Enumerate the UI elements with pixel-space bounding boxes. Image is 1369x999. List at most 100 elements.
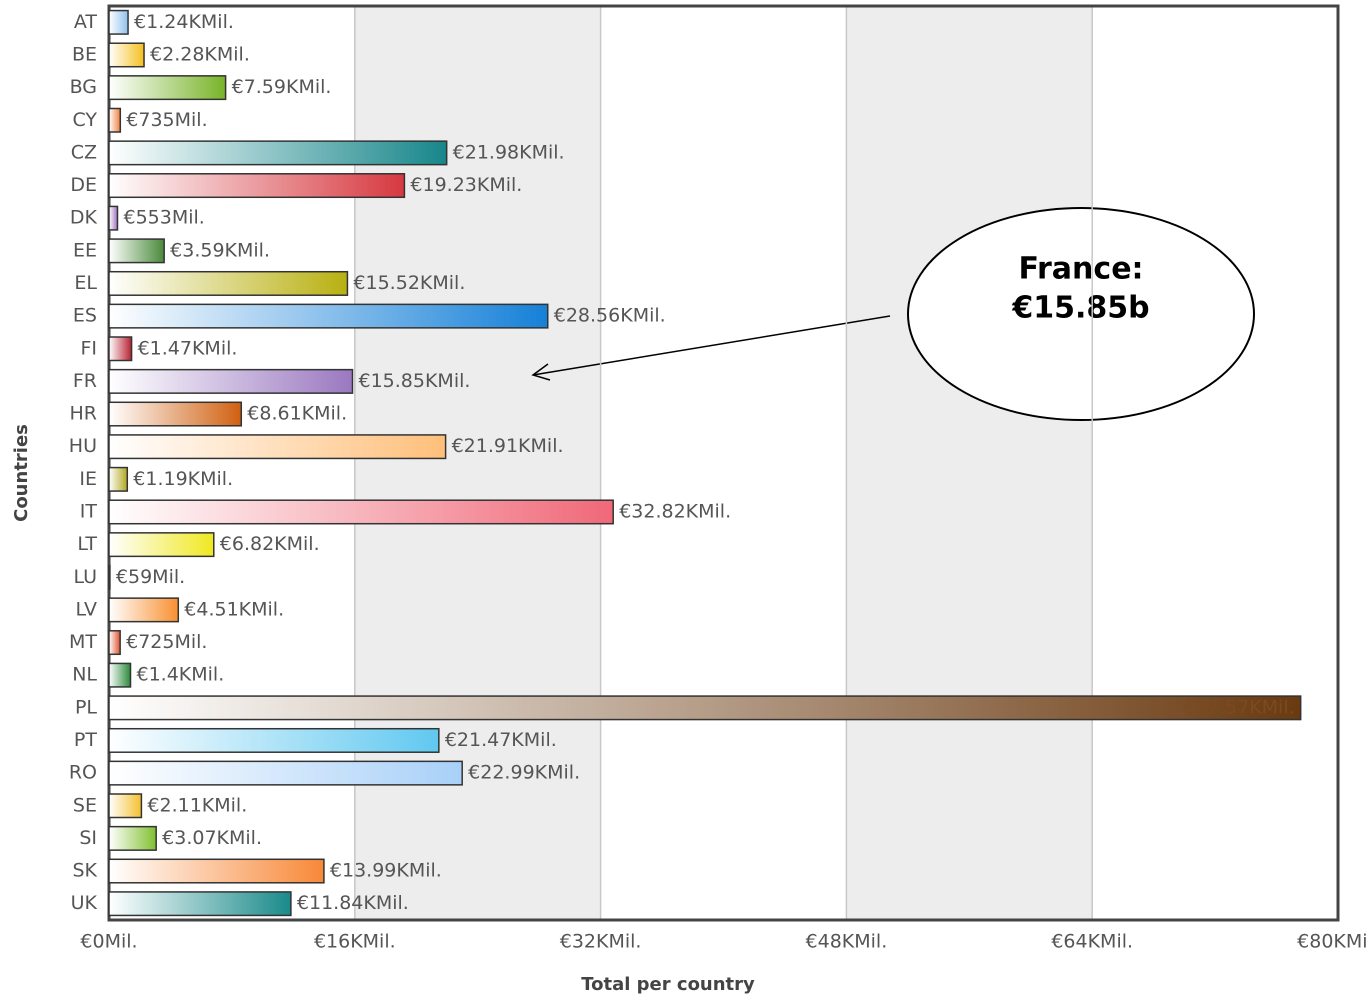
y-tick-label: IT — [80, 500, 98, 522]
y-tick-label: PL — [75, 696, 97, 718]
y-tick-label: SI — [79, 827, 97, 849]
y-tick-label: CY — [72, 109, 97, 131]
value-label: €59Mil. — [116, 566, 185, 588]
annotation: France: — [1018, 252, 1143, 287]
y-tick-label: FI — [80, 337, 97, 359]
y-tick-label: EE — [73, 239, 97, 261]
y-axis-title: Countries — [11, 424, 32, 522]
grid-band — [846, 6, 1093, 920]
bar — [108, 303, 549, 329]
value-label: €22.99KMil. — [468, 762, 580, 784]
callout — [907, 207, 1255, 421]
value-label: €1.19KMil. — [133, 468, 233, 490]
y-tick-label: AT — [74, 11, 98, 33]
bar — [108, 858, 325, 884]
x-tick-label: €48KMil. — [806, 931, 888, 953]
plot-frame — [107, 4, 1340, 922]
bar — [108, 238, 165, 264]
arrow-line — [532, 315, 891, 376]
bar — [108, 42, 145, 68]
y-tick-label: PT — [74, 729, 97, 751]
value-label: €8.61KMil. — [247, 403, 347, 425]
value-label: €32.82KMil. — [619, 500, 731, 522]
bar — [108, 9, 129, 35]
y-tick-label: DE — [70, 174, 97, 196]
value-label: €553Mil. — [123, 207, 204, 229]
bar — [108, 695, 1302, 721]
value-label: €15.52KMil. — [353, 272, 465, 294]
bar — [108, 107, 122, 133]
bar — [108, 270, 349, 296]
x-tick-label: €64KMil. — [1051, 931, 1133, 953]
value-label: €15.85KMil. — [358, 370, 470, 392]
y-tick-label: IE — [79, 468, 97, 490]
value-label: €6.82KMil. — [220, 533, 320, 555]
y-tick-label: EL — [74, 272, 97, 294]
x-tick-label: €32KMil. — [560, 931, 642, 953]
bar — [108, 368, 354, 394]
value-label: €4.51KMil. — [184, 598, 284, 620]
bar — [108, 75, 227, 101]
annotation: €15.85b — [1011, 291, 1149, 326]
value-label: €2.28KMil. — [150, 43, 250, 65]
y-tick-label: BE — [72, 43, 97, 65]
bar — [108, 466, 129, 492]
y-tick-label: NL — [72, 664, 97, 686]
value-label: €13.99KMil. — [330, 860, 442, 882]
y-tick-label: DK — [70, 207, 98, 229]
value-label: €11.84KMil. — [297, 892, 409, 914]
bar — [108, 401, 243, 427]
bar — [108, 173, 406, 199]
value-label: €28.56KMil. — [554, 305, 666, 327]
bar — [108, 140, 448, 166]
bar — [108, 662, 132, 688]
y-tick-label: LT — [77, 533, 97, 555]
bar — [108, 597, 180, 623]
value-label: €1.4KMil. — [137, 664, 225, 686]
value-label: €1.47KMil. — [138, 337, 238, 359]
value-label: €21.91KMil. — [452, 435, 564, 457]
x-tick-label: €0Mil. — [80, 931, 137, 953]
bar — [108, 793, 143, 819]
y-tick-label: UK — [71, 892, 98, 914]
value-label: €3.59KMil. — [170, 239, 270, 261]
value-label: €21.98KMil. — [453, 141, 565, 163]
arrow-head — [531, 363, 551, 381]
x-tick-label: €80KMil. — [1297, 931, 1369, 953]
y-tick-label: SK — [72, 860, 97, 882]
bar — [108, 336, 133, 362]
y-tick-label: LU — [73, 566, 97, 588]
bar — [108, 727, 440, 753]
y-tick-label: MT — [69, 631, 97, 653]
value-label: €1.24KMil. — [134, 11, 234, 33]
bar — [108, 532, 215, 558]
value-label: €19.23KMil. — [410, 174, 522, 196]
value-label: €735Mil. — [126, 109, 207, 131]
y-tick-label: CZ — [71, 141, 97, 163]
y-tick-label: FR — [73, 370, 97, 392]
y-tick-label: HU — [69, 435, 97, 457]
x-axis-title: Total per country — [581, 974, 755, 995]
bar — [108, 891, 292, 917]
value-label: €725Mil. — [126, 631, 207, 653]
y-tick-label: ES — [73, 305, 97, 327]
bar — [108, 205, 119, 231]
bar — [108, 499, 614, 525]
y-tick-label: HR — [70, 403, 98, 425]
value-label: €7.59KMil. — [232, 76, 332, 98]
value-label: €2.11KMil. — [147, 794, 247, 816]
bar — [108, 564, 111, 590]
y-tick-label: RO — [69, 762, 97, 784]
y-tick-label: BG — [70, 76, 97, 98]
bar — [108, 434, 447, 460]
value-label: €77.57KMil. — [1183, 696, 1295, 718]
value-label: €21.47KMil. — [445, 729, 557, 751]
x-tick-label: €16KMil. — [314, 931, 396, 953]
value-label: €3.07KMil. — [162, 827, 262, 849]
bar — [108, 630, 121, 656]
y-tick-label: SE — [73, 794, 97, 816]
bar — [108, 825, 157, 851]
y-tick-label: LV — [76, 598, 98, 620]
